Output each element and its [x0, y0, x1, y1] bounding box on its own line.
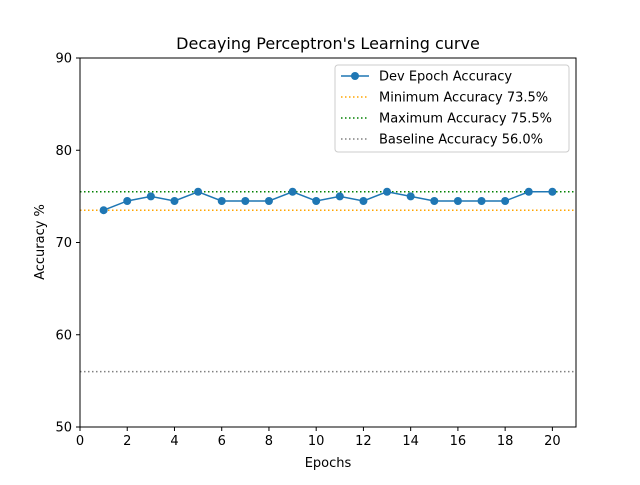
data-point — [170, 196, 179, 205]
data-point — [312, 196, 321, 205]
x-tick-label: 18 — [497, 434, 514, 449]
x-tick-label: 2 — [123, 434, 131, 449]
y-tick-label: 60 — [55, 328, 72, 343]
legend-entry-label: Maximum Accuracy 75.5% — [379, 112, 552, 127]
legend-swatch-marker — [351, 72, 359, 80]
legend: Dev Epoch Accuracy Minimum Accuracy 73.5%… — [334, 64, 570, 153]
data-point — [264, 196, 273, 205]
y-tick-label: 70 — [55, 236, 72, 251]
legend-box — [334, 64, 570, 153]
data-point — [288, 187, 297, 196]
data-point — [335, 192, 344, 201]
data-point — [548, 187, 557, 196]
chart-title: Decaying Perceptron's Learning curve — [176, 34, 480, 53]
y-axis-label: Accuracy % — [33, 204, 48, 280]
data-point — [524, 187, 533, 196]
data-point — [430, 196, 439, 205]
y-tick-label: 50 — [55, 421, 72, 436]
data-point — [359, 196, 368, 205]
x-tick-label: 12 — [355, 434, 372, 449]
legend-entry-label: Minimum Accuracy 73.5% — [379, 91, 548, 106]
data-point — [406, 192, 415, 201]
x-tick-label: 0 — [76, 434, 84, 449]
x-tick-label: 16 — [450, 434, 467, 449]
data-point — [241, 196, 250, 205]
data-point — [383, 187, 392, 196]
data-point — [194, 187, 203, 196]
x-tick-label: 14 — [402, 434, 419, 449]
legend-entry-label: Baseline Accuracy 56.0% — [379, 133, 543, 148]
data-point — [217, 196, 226, 205]
data-point — [146, 192, 155, 201]
data-point — [99, 206, 108, 215]
data-point — [453, 196, 462, 205]
x-tick-label: 6 — [218, 434, 226, 449]
data-point — [501, 196, 510, 205]
y-tick-label: 80 — [55, 144, 72, 159]
plot-area: 0 2 4 6 8 10 12 14 16 18 20 50 60 70 80 90 — [55, 52, 577, 449]
x-tick-label: 20 — [544, 434, 561, 449]
x-tick-label: 4 — [170, 434, 178, 449]
data-point — [477, 196, 486, 205]
legend-entry-label: Dev Epoch Accuracy — [379, 70, 512, 85]
y-tick-label: 90 — [55, 52, 72, 67]
x-tick-label: 10 — [308, 434, 325, 449]
data-point — [123, 196, 132, 205]
x-tick-label: 8 — [265, 434, 273, 449]
x-axis-label: Epochs — [305, 456, 352, 471]
